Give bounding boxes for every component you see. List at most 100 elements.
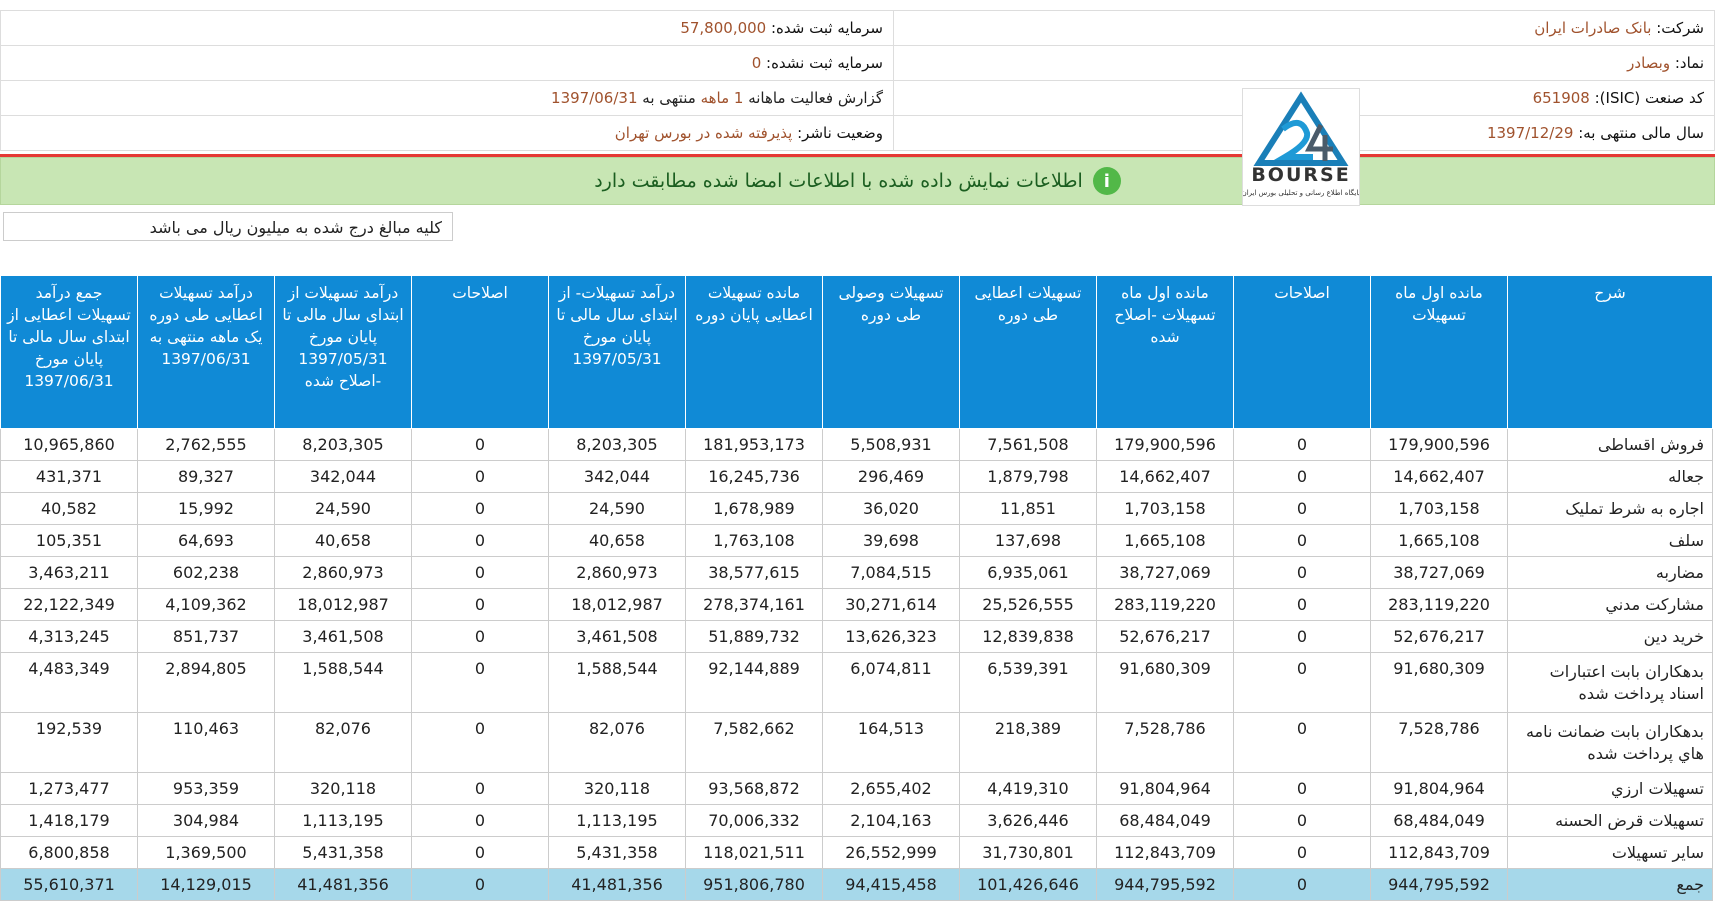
label: وضعیت ناشر: <box>797 124 883 142</box>
cell: 218,389 <box>959 712 1097 773</box>
column-header: درآمد تسهیلات از ابتدای سال مالی تا پایا… <box>274 275 412 429</box>
cell: 14,662,407 <box>1096 460 1234 493</box>
cell: 0 <box>411 868 549 901</box>
cell: 0 <box>1233 652 1371 713</box>
value: بانک صادرات ایران <box>1534 19 1652 37</box>
cell: 296,469 <box>822 460 960 493</box>
cell: 1,588,544 <box>548 652 686 713</box>
cell: 6,539,391 <box>959 652 1097 713</box>
cell: 304,984 <box>137 804 275 837</box>
cell: 38,577,615 <box>685 556 823 589</box>
column-header: شرح <box>1507 275 1713 429</box>
cell: 68,484,049 <box>1370 804 1508 837</box>
cell: 110,463 <box>137 712 275 773</box>
logo-shape <box>1273 120 1313 160</box>
cell: 951,806,780 <box>685 868 823 901</box>
cell: 851,737 <box>137 620 275 653</box>
label: سال مالی منتهی به: <box>1578 124 1704 142</box>
info-icon: i <box>1092 167 1121 195</box>
cell: 101,426,646 <box>959 868 1097 901</box>
cell: 1,273,477 <box>0 772 138 805</box>
cell: 1,703,158 <box>1096 492 1234 525</box>
cell: 91,680,309 <box>1096 652 1234 713</box>
cell: 105,351 <box>0 524 138 557</box>
row-label: مضاربه <box>1507 556 1713 589</box>
cell: 0 <box>1233 868 1371 901</box>
column-header: تسهیلات وصولی طی دوره <box>822 275 960 429</box>
cell: 5,431,358 <box>548 836 686 869</box>
cell: 94,415,458 <box>822 868 960 901</box>
cell: 52,676,217 <box>1096 620 1234 653</box>
cell: 1,665,108 <box>1370 524 1508 557</box>
cell: 7,582,662 <box>685 712 823 773</box>
cell: 40,658 <box>548 524 686 557</box>
row-label: تسهيلات ارزي <box>1507 772 1713 805</box>
row-label: مشارکت مدني <box>1507 588 1713 621</box>
cell: 91,804,964 <box>1096 772 1234 805</box>
cell: 4,313,245 <box>0 620 138 653</box>
cell: 164,513 <box>822 712 960 773</box>
cell: 30,271,614 <box>822 588 960 621</box>
table-row: فروش اقساطی 179,900,596 0 179,900,596 7,561,… <box>0 428 1713 461</box>
cell: 5,431,358 <box>274 836 412 869</box>
info-cell: سرمایه ثبت نشده: 0 <box>0 45 894 81</box>
cell: 1,113,195 <box>274 804 412 837</box>
table-row: تسهيلات ارزي 91,804,964 0 91,804,964 4,419,3… <box>0 772 1713 805</box>
cell: 0 <box>1233 524 1371 557</box>
cell: 0 <box>411 460 549 493</box>
cell: 283,119,220 <box>1370 588 1508 621</box>
cell: 1,703,158 <box>1370 492 1508 525</box>
cell: 6,074,811 <box>822 652 960 713</box>
cell: 181,953,173 <box>685 428 823 461</box>
cell: 41,481,356 <box>274 868 412 901</box>
column-header: اصلاحات <box>411 275 549 429</box>
cell: 25,526,555 <box>959 588 1097 621</box>
info-row: شرکت: بانک صادرات ایران سرمایه ثبت شده: … <box>0 10 1715 46</box>
cell: 320,118 <box>274 772 412 805</box>
cell: 1,588,544 <box>274 652 412 713</box>
text: گزارش فعالیت ماهانه <box>748 89 883 107</box>
row-label: اجاره به شرط تمليک <box>1507 492 1713 525</box>
table-row: جعاله 14,662,407 0 14,662,407 1,879,798 296,4… <box>0 460 1713 493</box>
value: 651908 <box>1532 89 1590 107</box>
value: 1397/06/31 <box>551 89 638 107</box>
info-cell: وضعیت ناشر: پذیرفته شده در بورس تهران <box>0 115 894 151</box>
column-header: تسهیلات اعطایی طی دوره <box>959 275 1097 429</box>
table-row: بدهکاران بابت اعتبارات اسناد پرداخت شده 9… <box>0 652 1713 713</box>
cell: 36,020 <box>822 492 960 525</box>
label: نماد: <box>1674 54 1704 72</box>
banner-text: اطلاعات نمایش داده شده با اطلاعات امضا ش… <box>594 170 1083 192</box>
cell: 3,461,508 <box>274 620 412 653</box>
cell: 3,461,508 <box>548 620 686 653</box>
row-label: بدهکاران بابت ضمانت نامه هاي پرداخت شده <box>1507 712 1713 773</box>
row-label: جعاله <box>1507 460 1713 493</box>
cell: 2,860,973 <box>274 556 412 589</box>
row-label: فروش اقساطی <box>1507 428 1713 461</box>
cell: 112,843,709 <box>1370 836 1508 869</box>
cell: 0 <box>411 492 549 525</box>
cell: 944,795,592 <box>1096 868 1234 901</box>
cell: 89,327 <box>137 460 275 493</box>
label: سرمایه ثبت شده: <box>771 19 883 37</box>
column-header: درآمد تسهیلات- از ابتدای سال مالی تا پای… <box>548 275 686 429</box>
cell: 3,626,446 <box>959 804 1097 837</box>
cell: 0 <box>411 772 549 805</box>
cell: 39,698 <box>822 524 960 557</box>
cell: 5,508,931 <box>822 428 960 461</box>
cell: 12,839,838 <box>959 620 1097 653</box>
cell: 93,568,872 <box>685 772 823 805</box>
table-row: مشارکت مدني 283,119,220 0 283,119,220 25,526… <box>0 588 1713 621</box>
info-table: شرکت: بانک صادرات ایران سرمایه ثبت شده: … <box>0 10 1715 151</box>
cell: 0 <box>411 428 549 461</box>
cell: 944,795,592 <box>1370 868 1508 901</box>
value: 0 <box>751 54 762 72</box>
cell: 2,762,555 <box>137 428 275 461</box>
cell: 342,044 <box>274 460 412 493</box>
cell: 0 <box>411 836 549 869</box>
cell: 320,118 <box>548 772 686 805</box>
cell: 0 <box>1233 620 1371 653</box>
cell: 0 <box>411 620 549 653</box>
cell: 55,610,371 <box>0 868 138 901</box>
